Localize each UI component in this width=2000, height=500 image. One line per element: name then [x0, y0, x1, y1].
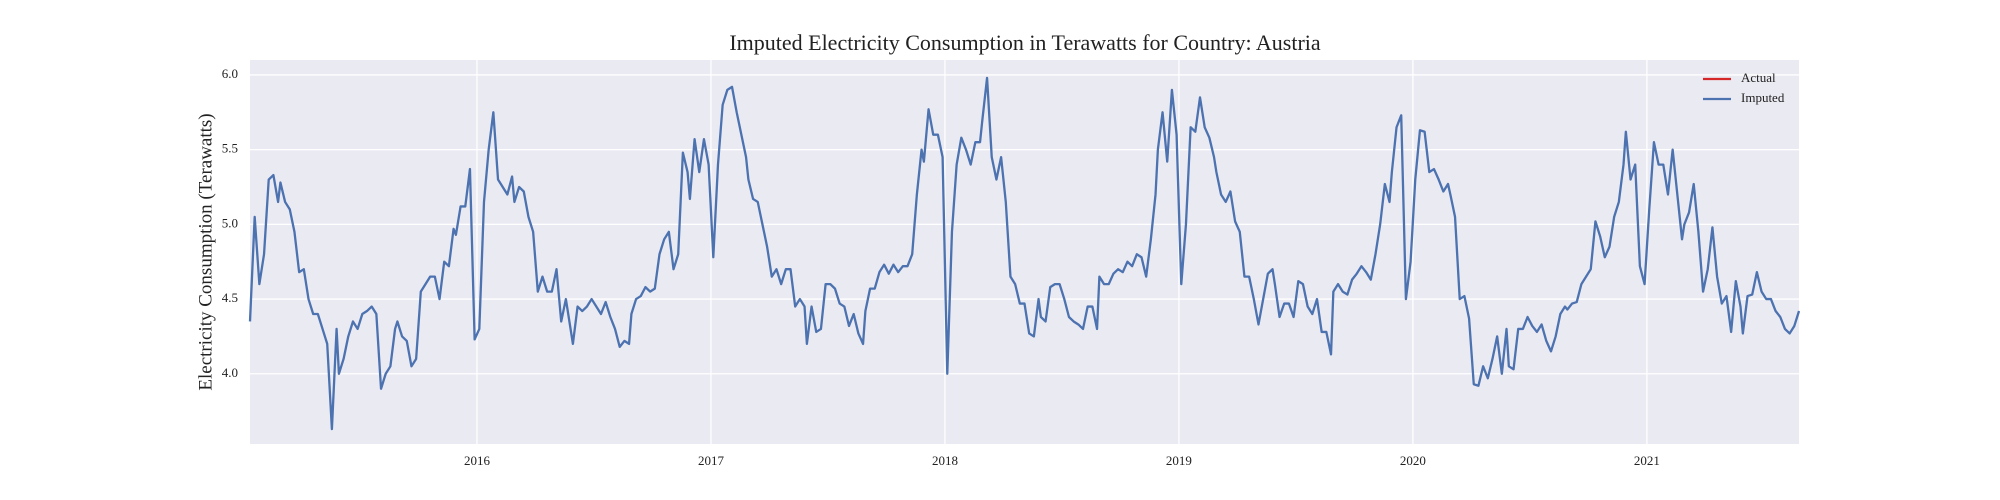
- data-line: [248, 76, 1801, 431]
- x-tick-label: 2019: [1166, 453, 1192, 468]
- y-tick-label: 6.0: [222, 66, 238, 81]
- plot-background: [250, 60, 1799, 444]
- y-tick-label: 4.5: [222, 290, 238, 305]
- legend-label: Imputed: [1741, 90, 1785, 105]
- x-tick-label: 2017: [698, 453, 725, 468]
- chart-title: Imputed Electricity Consumption in Teraw…: [729, 30, 1321, 55]
- y-tick-label: 5.0: [222, 215, 238, 230]
- y-tick-label: 4.0: [222, 365, 238, 380]
- x-tick-label: 2021: [1634, 453, 1660, 468]
- x-tick-label: 2016: [464, 453, 491, 468]
- legend-label: Actual: [1741, 70, 1776, 85]
- y-tick-label: 5.5: [222, 141, 238, 156]
- x-tick-label: 2020: [1400, 453, 1426, 468]
- y-axis-label: Electricity Consumption (Terawatts): [195, 113, 216, 390]
- x-tick-label: 2018: [932, 453, 958, 468]
